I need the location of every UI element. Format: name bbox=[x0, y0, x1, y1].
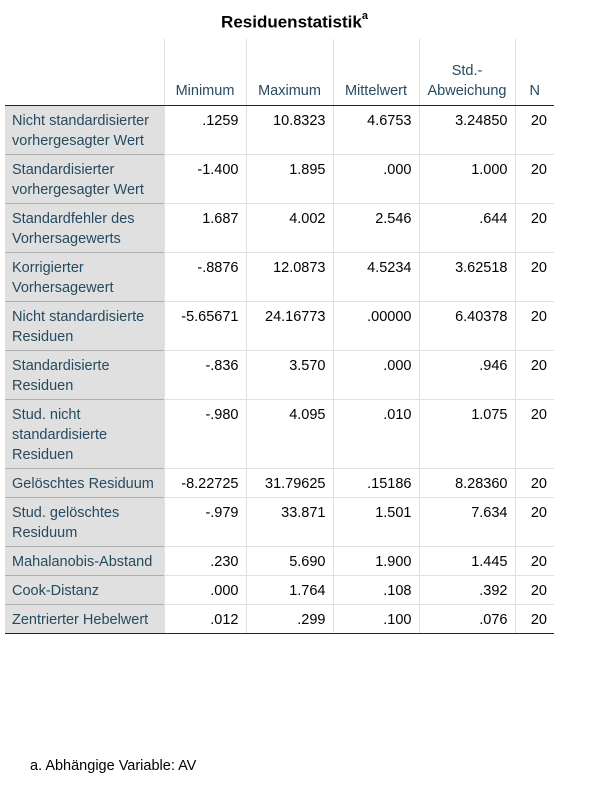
cell-minimum: -.8876 bbox=[163, 252, 246, 302]
cell-minimum: .1259 bbox=[163, 105, 246, 155]
row-label: Gelöschtes Residuum bbox=[5, 468, 164, 498]
cell-maximum: 33.871 bbox=[245, 497, 333, 547]
table-row: Nicht standardisierter vorhergesagter We… bbox=[5, 105, 554, 155]
table-row: Standardisierter vorhergesagter Wert -1.4… bbox=[5, 154, 554, 204]
residual-statistics-table: Minimum Maximum Mittelwert Std.-Abweichu… bbox=[5, 39, 554, 634]
table-row: Cook-Distanz .000 1.764.108.392 20 bbox=[5, 575, 554, 605]
cell-mean: .000 bbox=[332, 350, 419, 400]
column-header-maximum: Maximum bbox=[245, 39, 333, 106]
table-row: Standardfehler des Vorhersagewerts 1.687 4… bbox=[5, 203, 554, 253]
cell-minimum: -.979 bbox=[163, 497, 246, 547]
cell-mean: .000 bbox=[332, 154, 419, 204]
cell-mean: .15186 bbox=[332, 468, 419, 498]
cell-std-deviation: 1.000 bbox=[418, 154, 515, 204]
cell-maximum: 1.895 bbox=[245, 154, 333, 204]
cell-std-deviation: .644 bbox=[418, 203, 515, 253]
cell-std-deviation: 6.40378 bbox=[418, 301, 515, 351]
cell-minimum: -.980 bbox=[163, 399, 246, 469]
cell-n: 20 bbox=[514, 105, 554, 155]
row-label: Standardisierter vorhergesagter Wert bbox=[5, 154, 164, 204]
cell-n: 20 bbox=[514, 154, 554, 204]
title-footnote-marker: a bbox=[361, 10, 368, 22]
cell-minimum: .012 bbox=[163, 604, 246, 634]
cell-maximum: 10.8323 bbox=[245, 105, 333, 155]
cell-std-deviation: 3.24850 bbox=[418, 105, 515, 155]
cell-std-deviation: 7.634 bbox=[418, 497, 515, 547]
cell-minimum: -8.22725 bbox=[163, 468, 246, 498]
cell-minimum: -5.65671 bbox=[163, 301, 246, 351]
row-label: Cook-Distanz bbox=[5, 575, 164, 605]
cell-maximum: 3.570 bbox=[245, 350, 333, 400]
table-footnote: a. Abhängige Variable: AV bbox=[30, 758, 197, 774]
column-header-std-deviation: Std.-Abweichung bbox=[418, 39, 515, 106]
cell-maximum: 5.690 bbox=[245, 546, 333, 576]
cell-mean: .100 bbox=[332, 604, 419, 634]
cell-mean: .010 bbox=[332, 399, 419, 469]
table-title-text: Residuenstatistik bbox=[221, 12, 362, 32]
table-row: Zentrierter Hebelwert .012.299.100.076 20 bbox=[5, 604, 554, 634]
table-row: Gelöschtes Residuum -8.22725 31.79625.1518… bbox=[5, 468, 554, 498]
column-header-mean: Mittelwert bbox=[332, 39, 419, 106]
row-label: Mahalanobis-Abstand bbox=[5, 546, 164, 576]
table-row: Standardisierte Residuen -.836 3.570.000.9… bbox=[5, 350, 554, 400]
cell-minimum: .230 bbox=[163, 546, 246, 576]
table-title: Residuenstatistika bbox=[0, 6, 589, 35]
cell-n: 20 bbox=[514, 301, 554, 351]
cell-mean: 4.5234 bbox=[332, 252, 419, 302]
cell-maximum: 1.764 bbox=[245, 575, 333, 605]
row-label: Korrigierter Vorhersagewert bbox=[5, 252, 164, 302]
cell-n: 20 bbox=[514, 604, 554, 634]
table-row: Stud. gelöschtes Residuum -.979 33.871 1.50… bbox=[5, 497, 554, 547]
cell-mean: .00000 bbox=[332, 301, 419, 351]
row-label: Zentrierter Hebelwert bbox=[5, 604, 164, 634]
cell-mean: 2.546 bbox=[332, 203, 419, 253]
column-header-minimum: Minimum bbox=[163, 39, 246, 106]
row-label: Standardisierte Residuen bbox=[5, 350, 164, 400]
table-row: Mahalanobis-Abstand .230 5.690 1.900 1.445 20 bbox=[5, 546, 554, 576]
row-label: Nicht standardisierte Residuen bbox=[5, 301, 164, 351]
cell-std-deviation: .076 bbox=[418, 604, 515, 634]
cell-std-deviation: .946 bbox=[418, 350, 515, 400]
cell-maximum: .299 bbox=[245, 604, 333, 634]
cell-n: 20 bbox=[514, 497, 554, 547]
column-header-n: N bbox=[514, 39, 554, 106]
cell-n: 20 bbox=[514, 575, 554, 605]
cell-std-deviation: 3.62518 bbox=[418, 252, 515, 302]
header-row: Minimum Maximum Mittelwert Std.-Abweichu… bbox=[5, 39, 554, 106]
cell-minimum: -1.400 bbox=[163, 154, 246, 204]
table-row: Korrigierter Vorhersagewert -.8876 12.0873… bbox=[5, 252, 554, 302]
cell-n: 20 bbox=[514, 468, 554, 498]
cell-minimum: .000 bbox=[163, 575, 246, 605]
cell-std-deviation: 1.445 bbox=[418, 546, 515, 576]
cell-std-deviation: 1.075 bbox=[418, 399, 515, 469]
row-label: Stud. nicht standardisierte Residuen bbox=[5, 399, 164, 469]
cell-maximum: 4.095 bbox=[245, 399, 333, 469]
cell-minimum: 1.687 bbox=[163, 203, 246, 253]
cell-std-deviation: .392 bbox=[418, 575, 515, 605]
row-label: Nicht standardisierter vorhergesagter We… bbox=[5, 105, 164, 155]
cell-maximum: 24.16773 bbox=[245, 301, 333, 351]
cell-maximum: 12.0873 bbox=[245, 252, 333, 302]
cell-mean: 1.501 bbox=[332, 497, 419, 547]
cell-maximum: 4.002 bbox=[245, 203, 333, 253]
cell-n: 20 bbox=[514, 350, 554, 400]
row-label: Standardfehler des Vorhersagewerts bbox=[5, 203, 164, 253]
cell-mean: 4.6753 bbox=[332, 105, 419, 155]
table-row: Nicht standardisierte Residuen -5.65671 24… bbox=[5, 301, 554, 351]
cell-minimum: -.836 bbox=[163, 350, 246, 400]
cell-n: 20 bbox=[514, 252, 554, 302]
corner-cell bbox=[5, 39, 164, 106]
table-row: Stud. nicht standardisierte Residuen -.98… bbox=[5, 399, 554, 469]
cell-maximum: 31.79625 bbox=[245, 468, 333, 498]
cell-n: 20 bbox=[514, 399, 554, 469]
cell-mean: .108 bbox=[332, 575, 419, 605]
cell-n: 20 bbox=[514, 203, 554, 253]
cell-n: 20 bbox=[514, 546, 554, 576]
cell-mean: 1.900 bbox=[332, 546, 419, 576]
row-label: Stud. gelöschtes Residuum bbox=[5, 497, 164, 547]
cell-std-deviation: 8.28360 bbox=[418, 468, 515, 498]
